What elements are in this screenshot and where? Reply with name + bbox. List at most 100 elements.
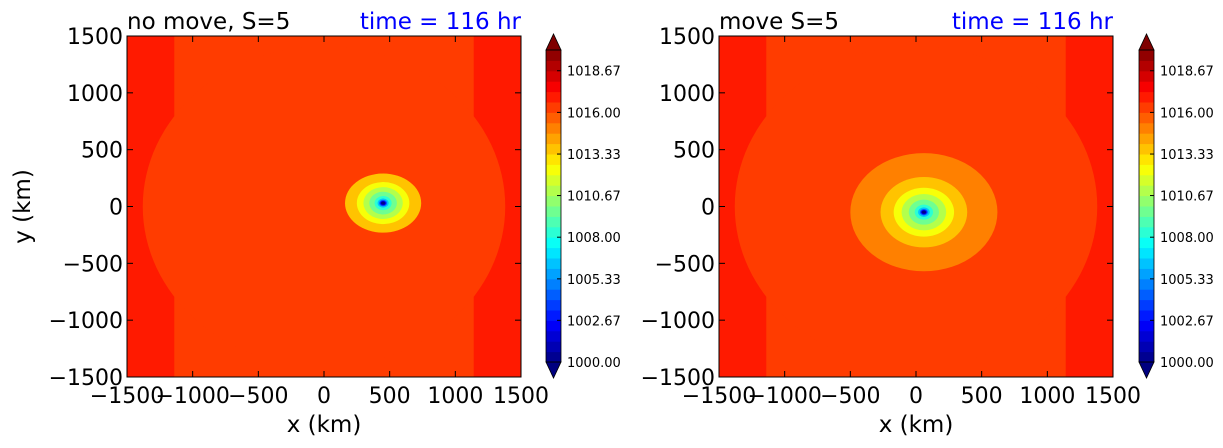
colorbar-segment: [1139, 133, 1154, 145]
colorbar-segment: [546, 216, 561, 228]
colorbar-segment: [1139, 81, 1154, 93]
y-tick-label: 500: [81, 139, 123, 164]
y-tick-label: 0: [701, 196, 715, 221]
colorbar-tick-label: 1018.67: [567, 65, 621, 80]
x-tick-label: 500: [369, 384, 411, 409]
colorbar-segment: [546, 122, 561, 134]
y-tick-label: 1500: [67, 25, 123, 50]
contour-core: [923, 211, 925, 213]
colorbar-segment: [546, 143, 561, 155]
x-tick-label: −1500: [682, 384, 756, 409]
colorbar-tick-label: 1008.00: [1160, 231, 1214, 246]
colorbar-frame: [1138, 49, 1155, 363]
colorbar-segment: [546, 133, 561, 145]
colorbar-segment: [1139, 310, 1154, 321]
y-tick-label: 500: [673, 139, 715, 164]
colorbar-tick-label: 1010.67: [567, 190, 621, 205]
colorbar-segment: [546, 226, 561, 238]
y-tick-label: −500: [63, 252, 123, 277]
title-left: no move, S=5: [127, 9, 290, 35]
colorbar-extend-max: [1138, 33, 1155, 51]
colorbar-tick-label: 1002.67: [1160, 314, 1214, 329]
contour-core: [382, 202, 384, 204]
colorbar-segment: [1139, 195, 1154, 207]
colorbar-segment: [1139, 143, 1154, 155]
colorbar-segment: [546, 112, 561, 124]
colorbar-segment: [546, 278, 561, 290]
colorbar-tick-label: 1016.00: [1160, 106, 1214, 121]
colorbar-segment: [546, 70, 561, 82]
colorbar-extend-min: [1138, 361, 1155, 379]
y-tick-label: −1000: [641, 309, 715, 334]
colorbar-segment: [546, 351, 561, 363]
y-tick-label: 1500: [659, 25, 715, 50]
contour-mid-field: [142, 46, 506, 367]
x-tick-label: 1000: [427, 384, 483, 409]
colorbar-segment: [546, 268, 561, 280]
colorbar-segment: [1139, 112, 1154, 124]
colorbar-segment: [546, 81, 561, 93]
colorbar-segment: [1139, 299, 1154, 311]
colorbar-segment: [1139, 91, 1154, 103]
colorbar-tick-label: 1013.33: [567, 148, 621, 163]
colorbar-segment: [1139, 289, 1154, 301]
colorbar-segment: [1139, 351, 1154, 363]
colorbar-tick-label: 1000.00: [1160, 356, 1214, 371]
colorbar-tick-label: 1008.00: [567, 231, 621, 246]
colorbar-segment: [546, 154, 561, 165]
y-axis-label: y (km): [10, 169, 36, 244]
colorbar-segment: [546, 310, 561, 321]
colorbar-segment: [1139, 247, 1154, 259]
plot-area: [719, 36, 1113, 377]
colorbar-segment: [546, 206, 561, 217]
colorbar-segment: [546, 330, 561, 342]
y-tick-label: −1000: [49, 309, 123, 334]
plot-area: [127, 36, 521, 377]
colorbar-segment: [546, 341, 561, 353]
x-tick-label: 1500: [493, 384, 549, 409]
y-tick-label: −1500: [641, 366, 715, 391]
colorbar: 1000.00 1002.67 1005.33 1008.00 1010.67 1013.…: [545, 33, 621, 379]
colorbar-segment: [1139, 206, 1154, 217]
colorbar-segment: [546, 164, 561, 176]
colorbar-segment: [546, 237, 561, 249]
colorbar-segment: [1139, 320, 1154, 332]
title-right: time = 116 hr: [952, 9, 1114, 35]
x-tick-label: 0: [317, 384, 331, 409]
x-tick-label: −500: [228, 384, 288, 409]
colorbar-segment: [1139, 226, 1154, 238]
colorbar-segment: [1139, 185, 1154, 197]
colorbar-segment: [1139, 216, 1154, 228]
title-right: time = 116 hr: [360, 9, 522, 35]
colorbar-segment: [1139, 164, 1154, 176]
colorbar-segment: [1139, 237, 1154, 249]
colorbar-segment: [1139, 258, 1154, 269]
y-tick-label: 1000: [67, 82, 123, 107]
colorbar-segment: [1139, 102, 1154, 113]
colorbar-segment: [546, 247, 561, 259]
y-tick-label: 1000: [659, 82, 715, 107]
colorbar-segment: [546, 195, 561, 207]
title-left: move S=5: [719, 9, 839, 35]
colorbar-segment: [546, 299, 561, 311]
colorbar-tick-label: 1010.67: [1160, 190, 1214, 205]
panel-2: −1500−1000−500 0 500 1000 1500−1500−1000−500…: [641, 9, 1214, 438]
colorbar-tick-label: 1016.00: [567, 106, 621, 121]
x-tick-label: −1000: [155, 384, 229, 409]
colorbar-tick-label: 1005.33: [1160, 273, 1214, 288]
colorbar-tick-label: 1000.00: [567, 356, 621, 371]
colorbar-segment: [1139, 330, 1154, 342]
x-tick-label: −1000: [747, 384, 821, 409]
x-axis-label: x (km): [287, 412, 362, 438]
colorbar-segment: [1139, 278, 1154, 290]
colorbar-segment: [546, 185, 561, 197]
x-tick-label: 1500: [1085, 384, 1141, 409]
colorbar-segment: [546, 50, 561, 61]
colorbar-tick-label: 1013.33: [1160, 148, 1214, 163]
colorbar-tick-label: 1018.67: [1160, 65, 1214, 80]
colorbar-segment: [546, 174, 561, 186]
colorbar-segment: [1139, 70, 1154, 82]
x-tick-label: 500: [961, 384, 1003, 409]
colorbar-segment: [1139, 341, 1154, 353]
